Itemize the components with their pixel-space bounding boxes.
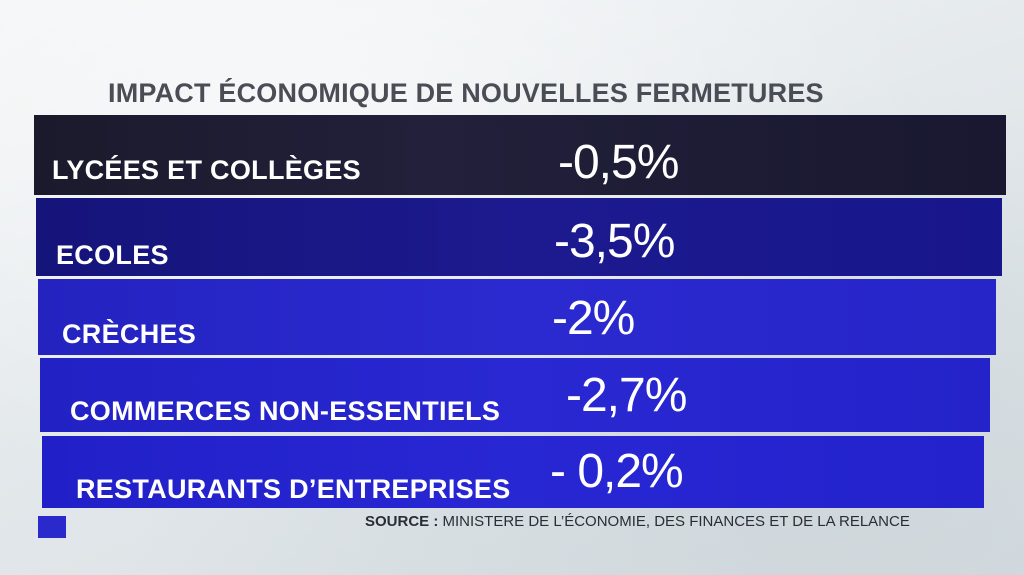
source-credit: SOURCE : MINISTERE DE L’ÉCONOMIE, DES FI…: [365, 513, 910, 530]
row-value: -3,5%: [554, 215, 675, 268]
row-label: LYCÉES ET COLLÈGES: [52, 155, 361, 185]
row-value: -2,7%: [566, 369, 687, 422]
row-label: CRÈCHES: [62, 319, 197, 349]
row-value: -2%: [552, 292, 635, 345]
table-row: CRÈCHES -2%: [38, 279, 996, 355]
row-value: -0,5%: [558, 136, 679, 189]
table-row: LYCÉES ET COLLÈGES -0,5%: [34, 115, 1006, 195]
accent-square-icon: [38, 516, 66, 538]
row-label: ECOLES: [56, 240, 169, 270]
source-text: MINISTERE DE L’ÉCONOMIE, DES FINANCES ET…: [438, 513, 910, 530]
table-row: ECOLES -3,5%: [36, 198, 1002, 276]
row-label: RESTAURANTS D’ENTREPRISES: [76, 474, 511, 504]
graphic-title: IMPACT ÉCONOMIQUE DE NOUVELLES FERMETURE…: [108, 78, 824, 108]
source-key: SOURCE :: [365, 513, 439, 530]
row-label: COMMERCES NON-ESSENTIELS: [70, 396, 501, 426]
table-row: COMMERCES NON-ESSENTIELS -2,7%: [40, 358, 990, 432]
row-value: - 0,2%: [550, 445, 684, 498]
table-row: RESTAURANTS D’ENTREPRISES - 0,2%: [42, 436, 984, 508]
